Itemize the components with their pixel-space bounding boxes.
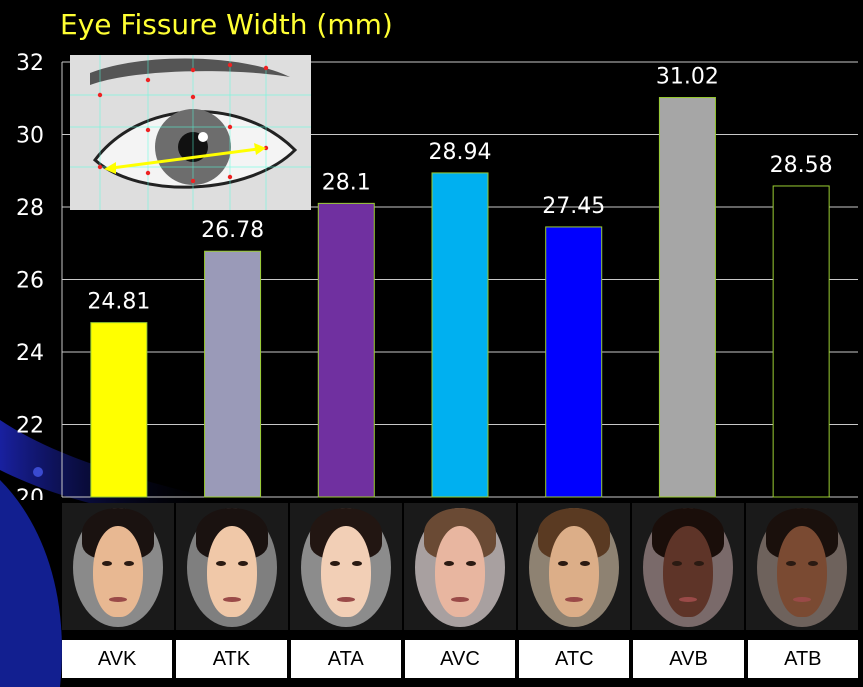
- bar-atc: [545, 226, 603, 498]
- bar-avk: [90, 322, 148, 498]
- category-label: AVB: [633, 640, 744, 678]
- bar-chart: 20 22 24 26 28 30 32 24.81 26.78 28.1 28.94 27.45 31…: [16, 51, 858, 500]
- data-label: 31.02: [656, 65, 719, 90]
- bar-avb: [658, 97, 716, 498]
- bar-atb: [772, 185, 830, 498]
- y-tick-label: 32: [16, 51, 44, 76]
- y-tick-label: 24: [16, 341, 44, 366]
- y-tick-label: 26: [16, 269, 44, 294]
- category-labels: AVK ATK ATA AVC ATC AVB ATB: [62, 640, 858, 678]
- face-ata: [290, 503, 404, 630]
- bar-ata: [317, 202, 375, 498]
- category-label: ATK: [176, 640, 287, 678]
- face-avc: [404, 503, 518, 630]
- bar-avc: [431, 172, 489, 498]
- eye-inset-image: [70, 55, 311, 210]
- faces-strip: [62, 503, 858, 630]
- data-label: 28.58: [770, 153, 833, 178]
- data-label: 24.81: [87, 290, 150, 315]
- data-label: 27.45: [542, 194, 605, 219]
- category-label: ATA: [290, 640, 401, 678]
- category-label: ATB: [747, 640, 858, 678]
- y-tick-label: 30: [16, 124, 44, 149]
- data-label: 28.94: [429, 140, 492, 165]
- chart-title: Eye Fissure Width (mm): [60, 8, 393, 41]
- data-label: 28.1: [322, 170, 371, 195]
- data-label: 26.78: [201, 218, 264, 243]
- face-avb: [632, 503, 746, 630]
- y-tick-label: 28: [16, 196, 44, 221]
- face-avk: [62, 503, 176, 630]
- face-atc: [518, 503, 632, 630]
- y-tick-label: 20: [16, 486, 44, 500]
- category-label: ATC: [519, 640, 630, 678]
- eye-icon: [70, 55, 311, 210]
- bar-atk: [204, 250, 262, 498]
- category-label: AVK: [62, 640, 173, 678]
- category-label: AVC: [404, 640, 516, 678]
- y-tick-label: 22: [16, 414, 44, 439]
- face-atb: [746, 503, 858, 630]
- face-atk: [176, 503, 290, 630]
